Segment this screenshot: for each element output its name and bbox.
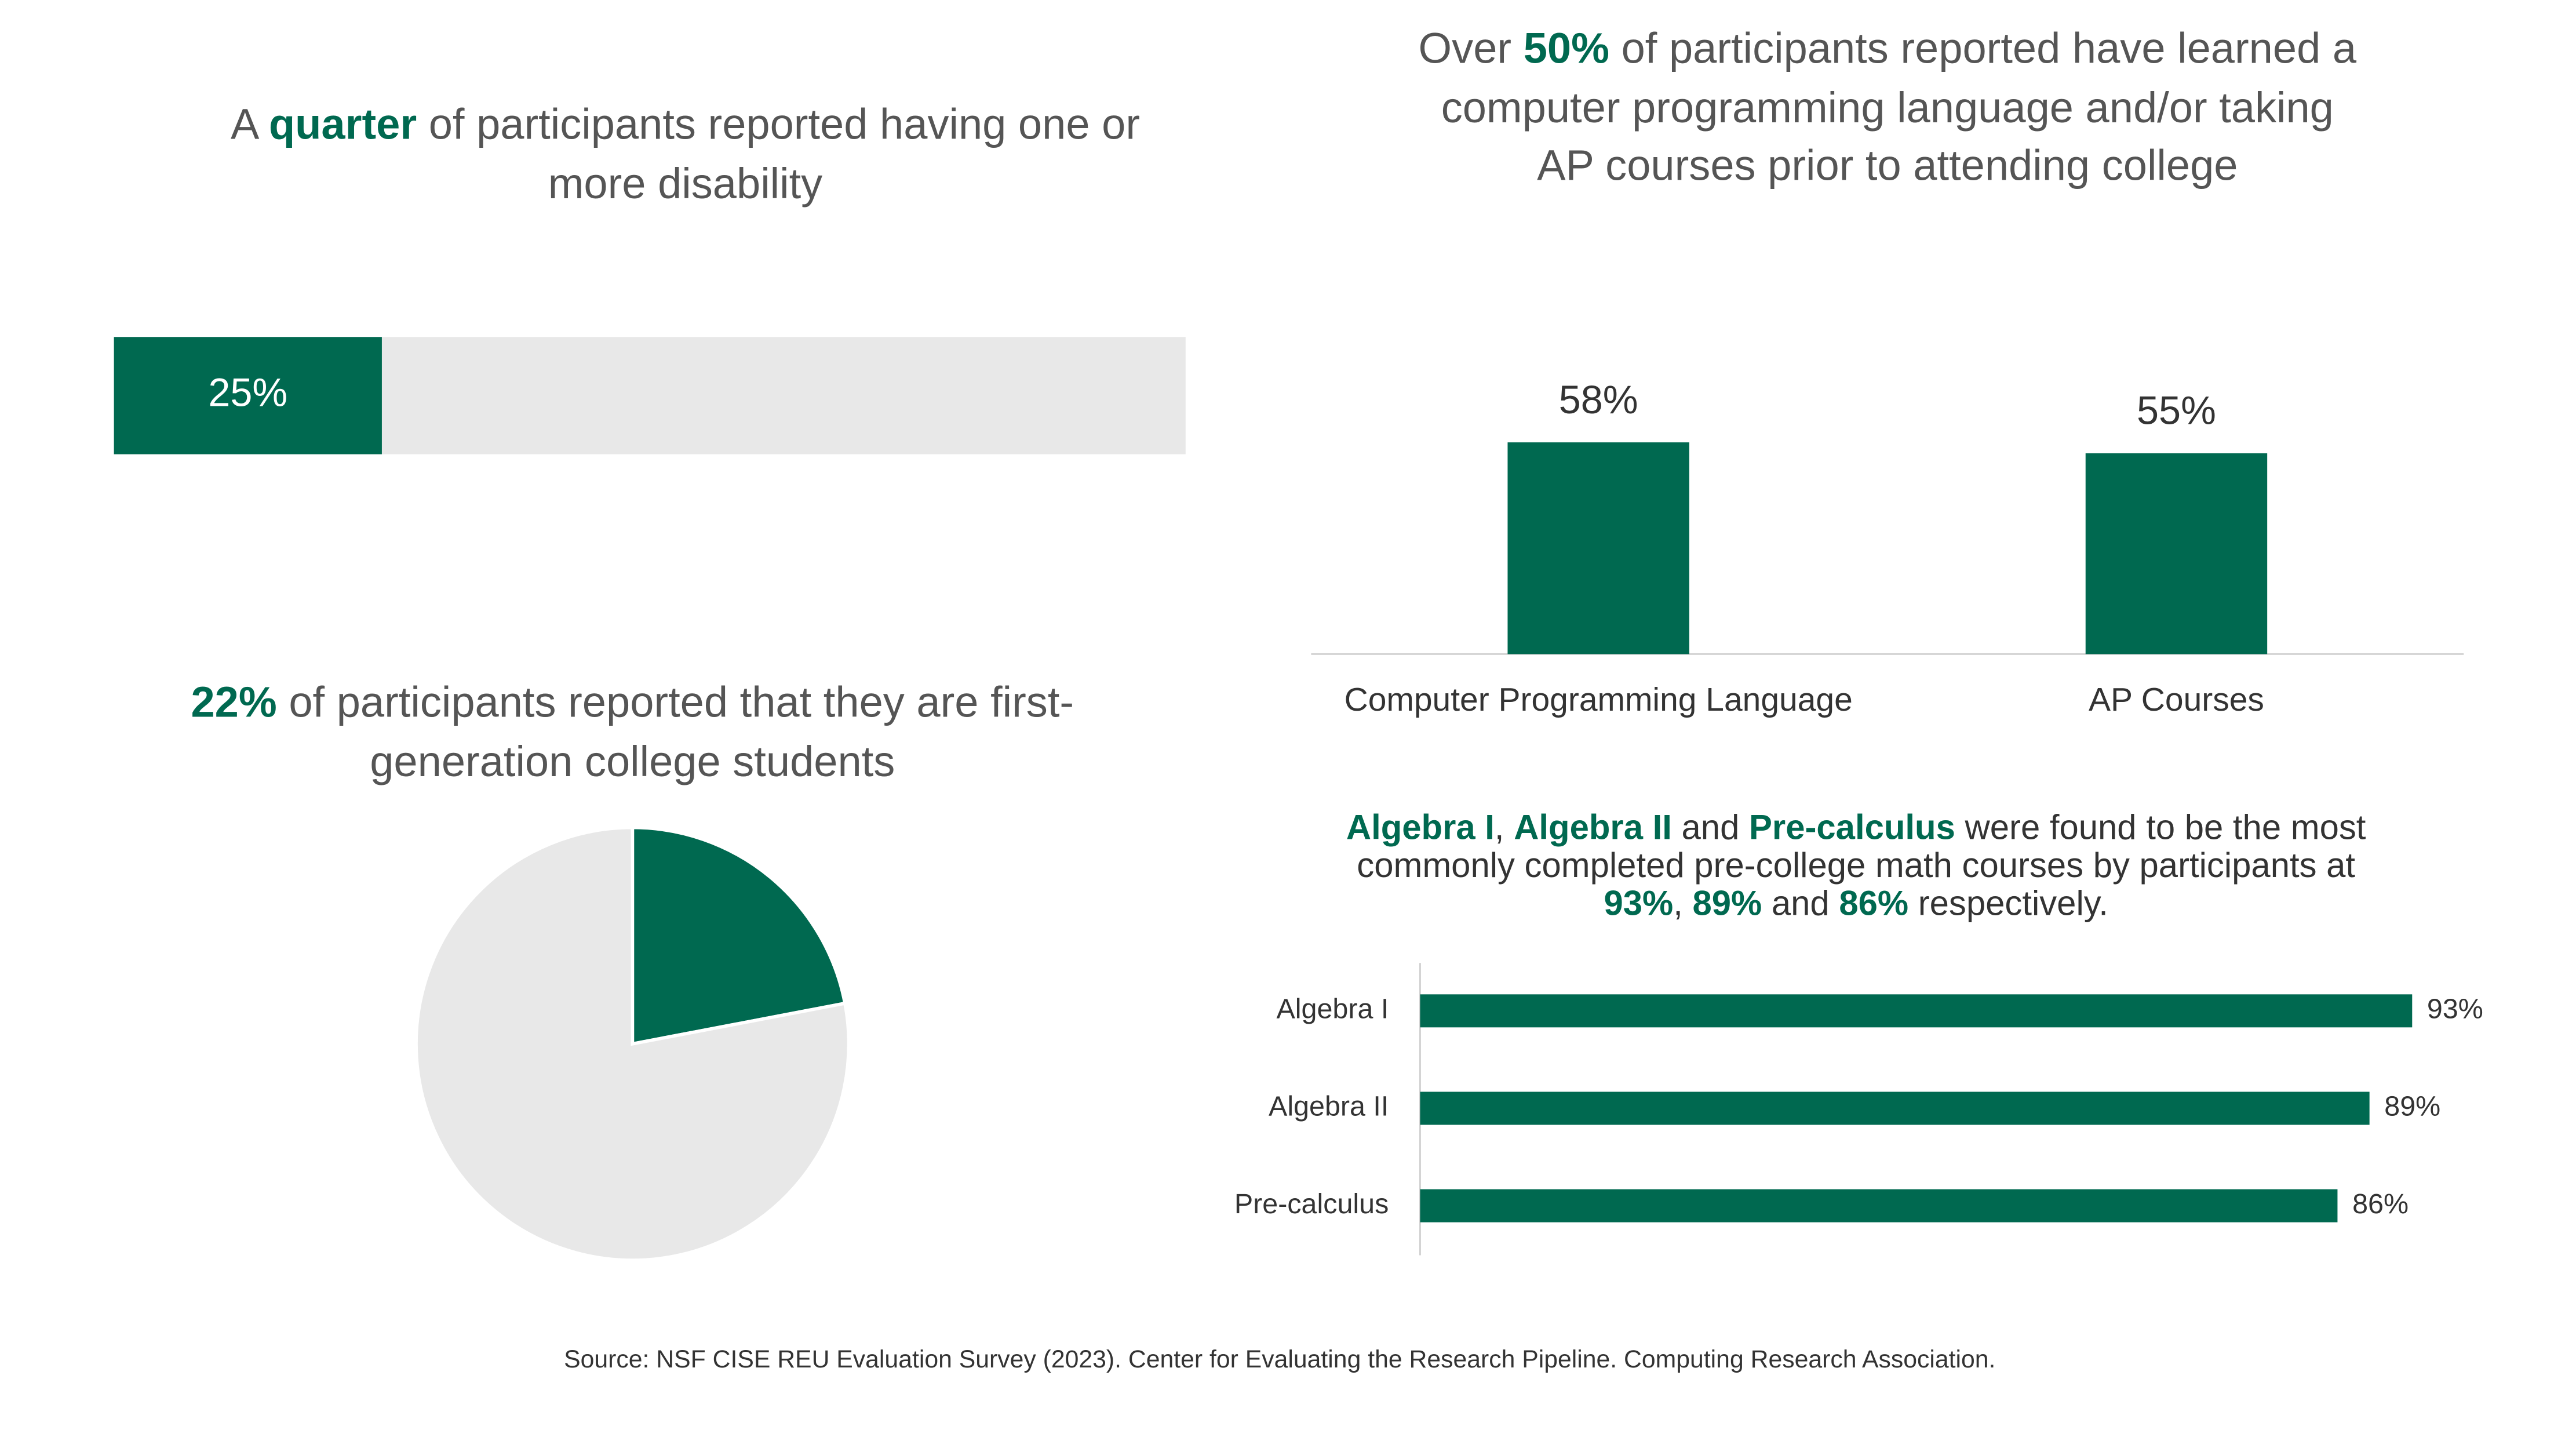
title-emphasis: quarter	[268, 99, 417, 149]
category-label: Algebra I	[1276, 994, 1389, 1025]
value-label: 25%	[208, 371, 287, 415]
chart-title-box: 22% of participants reported that they a…	[162, 674, 1103, 792]
title-text: were found to be the most commonly compl…	[1357, 809, 2366, 886]
chart-title-box: Over 50% of participants reported have l…	[1409, 20, 2367, 196]
category-label: AP Courses	[2089, 681, 2264, 718]
title-text: of participants reported that they are f…	[276, 677, 1074, 786]
bar	[1507, 442, 1689, 654]
title-text: of participants reported having one or m…	[417, 99, 1140, 208]
title-emphasis: 89%	[1692, 885, 1762, 924]
value-label: 89%	[2384, 1091, 2440, 1122]
title-text: respectively.	[1908, 885, 2108, 924]
title-text: ,	[1673, 885, 1693, 924]
title-emphasis: 86%	[1839, 885, 1909, 924]
title-text: A	[230, 99, 269, 149]
value-label: 55%	[2137, 389, 2216, 433]
bar	[1420, 1189, 2338, 1223]
category-label: Algebra II	[1269, 1091, 1389, 1122]
progress-fill	[114, 337, 382, 454]
title-emphasis: 22%	[191, 677, 277, 727]
source-note: Source: NSF CISE REU Evaluation Survey (…	[564, 1345, 1995, 1373]
title-text: Over	[1418, 23, 1524, 73]
category-label: Computer Programming Language	[1345, 681, 1853, 718]
chart-title: Algebra I, Algebra II and Pre-calculus w…	[1321, 809, 2391, 923]
bar	[1420, 994, 2413, 1028]
value-label: 86%	[2352, 1188, 2409, 1220]
bar	[1420, 1092, 2370, 1125]
chart-title-box: A quarter of participants reported havin…	[214, 96, 1156, 213]
bar	[2085, 453, 2268, 654]
value-label: 58%	[1559, 378, 1638, 422]
category-label: Pre-calculus	[1234, 1188, 1389, 1220]
title-text: and	[1671, 809, 1750, 847]
title-text: ,	[1494, 809, 1514, 847]
title-emphasis: 93%	[1604, 885, 1674, 924]
title-emphasis: Algebra I	[1346, 809, 1495, 847]
title-emphasis: Pre-calculus	[1749, 809, 1955, 847]
pie-slice	[631, 825, 847, 1046]
chart-title: Over 50% of participants reported have l…	[1409, 20, 2367, 196]
value-label: 93%	[2427, 994, 2483, 1025]
title-text: and	[1762, 885, 1839, 924]
title-text: of participants reported have learned a …	[1441, 23, 2357, 191]
chart-title: A quarter of participants reported havin…	[214, 96, 1156, 213]
chart-title: 22% of participants reported that they a…	[162, 674, 1103, 792]
chart-title-box: Algebra I, Algebra II and Pre-calculus w…	[1321, 809, 2391, 923]
title-emphasis: 50%	[1523, 23, 1610, 73]
title-emphasis: Algebra II	[1514, 809, 1672, 847]
pie-slice	[414, 825, 851, 1262]
